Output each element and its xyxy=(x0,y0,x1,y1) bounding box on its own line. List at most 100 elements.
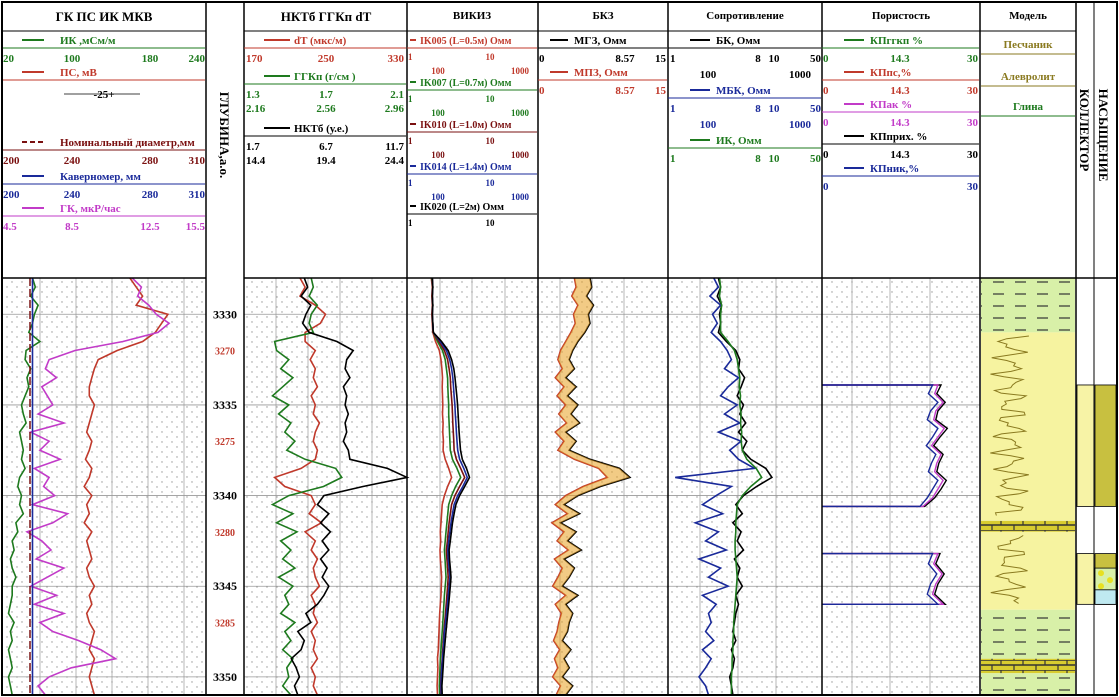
depth-label-md: 3340 xyxy=(213,489,237,503)
model-legend-label: Глина xyxy=(1013,101,1044,113)
title-vikiz: ВИКИЗ xyxy=(453,10,491,22)
legend-scale: 1.7 xyxy=(246,141,260,153)
porosity-curve-blue xyxy=(822,552,940,605)
title-porosity: Пористость xyxy=(872,10,930,22)
legend-label: КПприх. % xyxy=(870,131,927,143)
curve-blue xyxy=(431,277,469,696)
porosity-curve-magenta xyxy=(822,384,946,508)
legend-scale: 100 xyxy=(431,150,445,160)
legend-scale: 100 xyxy=(431,108,445,118)
legend-scale: 0 xyxy=(823,117,829,129)
legend-scale: 170 xyxy=(246,53,263,65)
legend-label: ГК, мкР/час xyxy=(60,203,121,215)
legend-label: КПпс,% xyxy=(870,67,912,79)
legend-scale: 8 xyxy=(755,153,761,165)
curve-black xyxy=(431,277,471,696)
model-interval xyxy=(981,609,1075,659)
legend-scale: 6.7 xyxy=(319,141,333,153)
model-legend-label: Алевролит xyxy=(1001,71,1056,83)
legend-scale: 8.57 xyxy=(615,53,635,65)
legend-scale: 1 xyxy=(670,153,676,165)
legend-scale: 1000 xyxy=(511,66,530,76)
legend-scale: 30 xyxy=(967,53,979,65)
model-interval xyxy=(981,332,1075,521)
legend-scale: 30 xyxy=(967,85,979,97)
porosity-curve-black xyxy=(822,384,949,508)
legend-scale: 1.7 xyxy=(319,89,333,101)
legend-label: МБК, Омм xyxy=(716,85,771,97)
legend-scale: 10 xyxy=(486,94,496,104)
curve-black xyxy=(290,277,410,696)
curve-green xyxy=(431,277,462,696)
legend-label: IK014 (L=1.4м) Омм xyxy=(420,162,512,173)
legend-scale: 1.3 xyxy=(246,89,260,101)
model-boundary xyxy=(990,335,1029,516)
title-resistivity: Сопротивление xyxy=(706,10,784,22)
legend-scale: 50 xyxy=(810,103,822,115)
title-bkz: БКЗ xyxy=(592,10,613,22)
track4-grid xyxy=(407,278,538,695)
legend-scale: 310 xyxy=(189,189,206,201)
legend-scale: 180 xyxy=(142,53,159,65)
title-collector: КОЛЛЕКТОР xyxy=(1077,89,1092,172)
legend-label: ГГКп (г/см ) xyxy=(294,71,356,83)
title-depth: ГЛУБИНА,а.о. xyxy=(217,92,232,179)
legend-scale2: 100 xyxy=(700,69,717,81)
legend-scale: 8 xyxy=(755,103,761,115)
legend-scale: 10 xyxy=(486,218,496,228)
lithology-model xyxy=(981,278,1075,695)
collector-interval xyxy=(1076,384,1095,507)
legend-label: IK010 (L=1.0м) Омм xyxy=(420,120,512,131)
track1-grid xyxy=(3,278,206,695)
legend-scale: 8 xyxy=(755,53,761,65)
depth-label-md: 3350 xyxy=(213,670,237,684)
legend-scale2: 1000 xyxy=(789,69,812,81)
legend-scale2: 2.96 xyxy=(385,103,405,115)
legend-label: КПак % xyxy=(870,99,912,111)
collector-interval xyxy=(1076,553,1095,605)
model-legend-label: Песчаник xyxy=(1004,39,1054,51)
track6-grid xyxy=(668,278,822,695)
legend-scale: 30 xyxy=(967,181,979,193)
water-interval xyxy=(1094,589,1117,605)
model-interval xyxy=(981,673,1075,695)
legend-scale: 330 xyxy=(388,53,405,65)
depth-label-md: 3335 xyxy=(213,398,237,412)
legend-scale: 240 xyxy=(64,189,81,201)
curve-red xyxy=(83,277,170,696)
saturation-interval xyxy=(1094,384,1117,507)
track3-grid xyxy=(244,278,407,695)
legend-scale: 1 xyxy=(670,103,676,115)
legend-scale: 310 xyxy=(189,155,206,167)
bkz-fill xyxy=(551,278,630,695)
depth-label-tvd: 3285 xyxy=(215,618,235,629)
model-interval xyxy=(981,658,1075,674)
legend-scale: 11.7 xyxy=(385,141,404,153)
curve-red xyxy=(273,277,327,696)
legend-scale: 14.3 xyxy=(890,85,910,97)
oil-dot xyxy=(1107,577,1113,584)
legend-scale: 200 xyxy=(3,189,20,201)
legend-scale2: 100 xyxy=(700,119,717,131)
legend-scale2: 1000 xyxy=(789,119,812,131)
legend-label: ПС, мВ xyxy=(60,67,97,79)
legend-scale: 1000 xyxy=(511,192,530,202)
legend-label: ИК ,мСм/м xyxy=(60,35,116,47)
legend-label: КПник,% xyxy=(870,163,919,175)
legend-scale: 15.5 xyxy=(186,221,206,233)
legend-scale: 8.57 xyxy=(615,85,635,97)
porosity-curve-blue xyxy=(822,384,939,508)
legend-scale: 12.5 xyxy=(140,221,160,233)
porosity-curve-magenta xyxy=(822,552,945,605)
depth-label-md: 3345 xyxy=(213,579,237,593)
legend-scale: 0 xyxy=(823,149,829,161)
legend-label: IK020 (L=2м) Омм xyxy=(420,202,504,213)
legend-scale: 0 xyxy=(823,85,829,97)
legend-scale: 2.1 xyxy=(390,89,404,101)
legend-label: ИК, Омм xyxy=(716,135,762,147)
legend-scale: 240 xyxy=(64,155,81,167)
legend-scale: 10 xyxy=(486,178,496,188)
